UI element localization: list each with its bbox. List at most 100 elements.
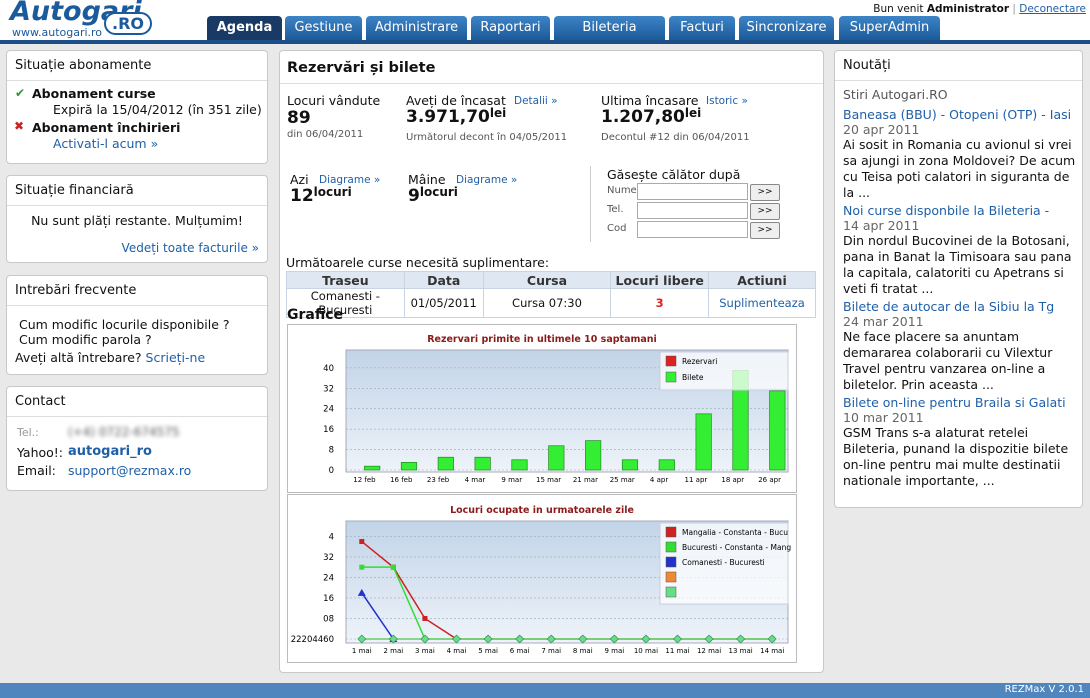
bar	[364, 465, 381, 471]
marker	[641, 634, 651, 644]
box-title: Situație abonamente	[7, 51, 267, 81]
tab[interactable]: Raportari	[471, 16, 550, 40]
tab[interactable]: Agenda	[207, 16, 282, 40]
cell[interactable]: Suplimenteaza	[708, 288, 816, 318]
news-title[interactable]: Bilete de autocar de la Sibiu la Tg	[843, 299, 1055, 314]
marker	[388, 634, 398, 644]
ask: Aveți altă întrebare? Scrieți-ne	[15, 350, 205, 365]
column-header: Data	[403, 271, 484, 289]
stat: 9locuri	[408, 185, 458, 206]
news-title[interactable]: Noi curse disponbile la Bileteria -	[843, 203, 1050, 218]
x-tick-label: 9 mai	[604, 647, 624, 655]
item-detail: Expiră la 15/04/2012 (în 351 zile)	[53, 102, 262, 117]
bar	[437, 456, 454, 471]
tab[interactable]: Administrare	[366, 16, 467, 40]
y-tick-label: 32	[323, 384, 334, 394]
button[interactable]: >>	[750, 203, 780, 220]
bar	[511, 459, 528, 471]
link[interactable]: Vedeți toate facturile »	[121, 241, 259, 255]
faq-box: Intrebări frecvente Cum modific locurile…	[6, 275, 268, 375]
stat-value: 89	[287, 108, 311, 128]
legend-swatch	[665, 355, 677, 367]
tab[interactable]: Gestiune	[285, 16, 362, 40]
y-tick-label: 24	[323, 405, 334, 415]
welcome: Bun venit	[873, 3, 924, 15]
marker	[578, 634, 588, 644]
column-header: Actiuni	[708, 271, 816, 289]
marker	[359, 564, 365, 570]
legend-swatch	[665, 526, 677, 538]
financial-box: Situație financiară Nu sunt plăți restan…	[6, 175, 268, 263]
tab[interactable]: Sincronizare	[739, 16, 834, 40]
box-title: Intrebări frecvente	[7, 276, 267, 306]
y-tick-label: 8	[329, 446, 334, 456]
bar	[400, 461, 418, 471]
news-text: Ai sosit in Romania cu avionul si vrei s…	[843, 137, 1076, 200]
input[interactable]	[637, 221, 748, 238]
stat-link[interactable]: Detalii »	[514, 95, 558, 107]
divider	[590, 166, 591, 242]
x-tick-label: 18 apr	[721, 476, 744, 484]
x-tick-label: 21 mar	[573, 476, 598, 484]
err-icon: ✖	[14, 119, 25, 133]
legend-swatch	[665, 371, 677, 383]
bar	[769, 390, 786, 471]
charts-title: Grafice	[287, 307, 344, 323]
x-tick-label: 7 mai	[541, 647, 561, 655]
x-tick-label: 4 apr	[650, 476, 668, 484]
title: Rezervări și bilete	[287, 60, 436, 76]
input[interactable]	[637, 183, 748, 200]
ask-link[interactable]: Scrieți-ne	[145, 350, 206, 365]
stat-value: 3.971,70	[406, 107, 490, 127]
y-tick-label: 0	[329, 466, 334, 476]
legend-label: Bilete	[682, 373, 704, 382]
x-tick-label: 4 mai	[447, 647, 467, 655]
column-header: Cursa	[482, 271, 612, 289]
button[interactable]: >>	[750, 222, 780, 239]
stat-link[interactable]: Diagrame »	[456, 174, 518, 186]
marker	[704, 634, 714, 644]
value[interactable]: autogari_ro	[68, 444, 152, 459]
item-link[interactable]: Activati-l acum »	[53, 136, 159, 151]
cell: Comanesti - Bucuresti	[286, 288, 405, 318]
item-title: Abonament curse	[32, 86, 156, 101]
news-title[interactable]: Baneasa (BBU) - Otopeni (OTP) - Iasi	[843, 107, 1072, 122]
tab[interactable]: Facturi	[669, 16, 735, 40]
stat: 3.971,70lei	[406, 106, 506, 127]
x-tick-label: 25 mar	[610, 476, 635, 484]
value[interactable]: support@rezmax.ro	[68, 463, 192, 478]
bar	[585, 440, 602, 471]
x-tick-label: 10 mai	[634, 647, 658, 655]
field-label: Nume	[607, 185, 637, 196]
bar	[621, 459, 639, 471]
label: Tel.:	[17, 426, 39, 439]
tab[interactable]: Bileteria	[554, 16, 665, 40]
news-text: Din nordul Bucovinei de la Botosani, pan…	[843, 233, 1072, 296]
stat-label: Aveți de încasat	[406, 93, 506, 108]
input[interactable]	[637, 202, 748, 219]
divider	[280, 83, 823, 84]
stat: 1.207,80lei	[601, 106, 701, 127]
stat-link[interactable]: Istoric »	[706, 95, 748, 107]
stat-label: Locuri vândute	[287, 93, 381, 108]
question[interactable]: Cum modific parola ?	[19, 332, 152, 347]
search-title: Găsește călător după	[607, 167, 741, 182]
y-tick-label: 22204460	[291, 635, 334, 645]
logo-url: www.autogari.ro	[12, 26, 103, 39]
tab[interactable]: SuperAdmin	[839, 16, 940, 40]
x-tick-label: 2 mai	[383, 647, 403, 655]
legend-label: Comanesti - Bucuresti	[682, 558, 765, 567]
contact-box: Contact Tel.: (+4) 0722-674575 Yahoo!: a…	[6, 386, 268, 491]
x-tick-label: 11 apr	[685, 476, 708, 484]
table-body: Comanesti - Bucuresti 01/05/2011 Cursa 07:…	[286, 288, 816, 318]
item-title: Abonament închirieri	[32, 120, 181, 135]
logout[interactable]: Deconectare	[1019, 3, 1086, 15]
bar	[474, 456, 491, 471]
legend-swatch	[665, 571, 677, 583]
news-title[interactable]: Bilete on-line pentru Braila si Galati	[843, 395, 1066, 410]
value: (+4) 0722-674575	[68, 425, 180, 439]
stat-link[interactable]: Diagrame »	[319, 174, 381, 186]
question[interactable]: Cum modific locurile disponibile ?	[19, 317, 230, 332]
button[interactable]: >>	[750, 184, 780, 201]
